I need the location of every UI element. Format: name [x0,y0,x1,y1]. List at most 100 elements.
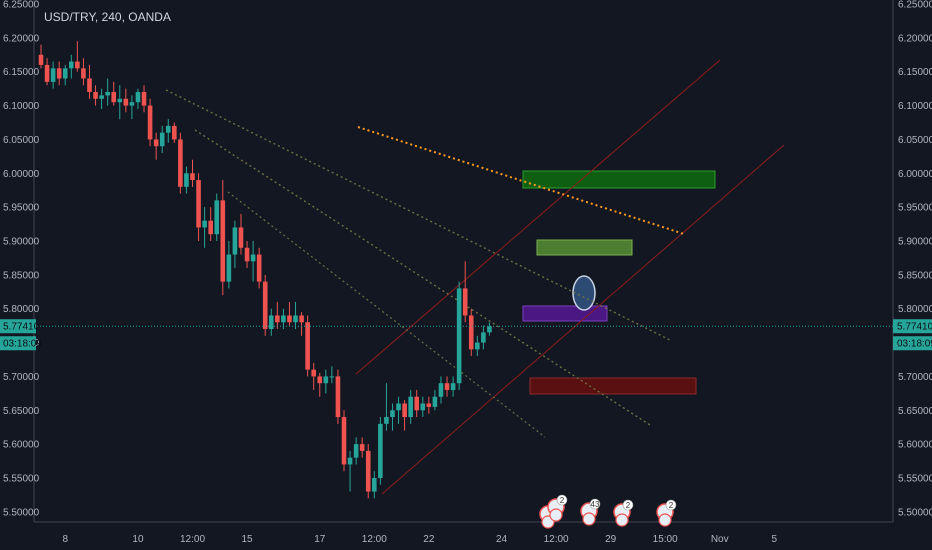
candle[interactable] [299,312,304,336]
time-scale[interactable]: 8 10 12:00 15 17 12:00 22 24 12:00 29 15:00 Nov 5 [62,534,777,545]
entry-zone-purple[interactable] [522,305,608,322]
candle[interactable] [341,410,347,472]
candle[interactable] [153,132,159,160]
candle[interactable] [262,274,268,336]
candle[interactable] [408,389,413,424]
trendline-orange-dotted[interactable] [357,126,685,235]
candle[interactable] [396,396,401,424]
right-price-scale[interactable]: 6.25000 6.20000 6.15000 6.10000 6.05000 6.000… [898,0,932,518]
candle[interactable] [87,64,92,99]
candle[interactable] [111,81,117,106]
candle[interactable] [268,308,274,336]
candle[interactable] [353,437,359,465]
y-tick-label: 6.05000 [3,135,40,146]
drawings-layer[interactable] [165,59,785,495]
trendline-upper-dotted[interactable] [165,89,671,341]
candle[interactable] [81,58,86,86]
candle[interactable] [141,85,147,113]
candle[interactable] [444,376,450,397]
candle[interactable] [372,471,377,499]
candle[interactable] [287,301,292,326]
event-badge[interactable]: 2 [656,499,677,527]
candle[interactable] [208,207,213,241]
target-zone-green[interactable] [522,170,716,189]
candle[interactable] [226,240,232,289]
candle[interactable] [329,366,335,384]
candle[interactable] [75,41,80,72]
candle[interactable] [159,125,165,153]
event-badges[interactable]: 2724322 [539,494,677,529]
target-zone-lightgreen[interactable] [536,239,633,256]
candle[interactable] [129,95,135,120]
candle[interactable] [293,301,298,330]
candle[interactable] [184,166,189,194]
candle[interactable] [38,44,44,69]
candle[interactable] [232,220,238,269]
channel-upper-line[interactable] [355,59,721,375]
candle[interactable] [135,88,141,109]
candle[interactable] [105,78,110,106]
channel-lower-line[interactable] [381,144,785,495]
candle[interactable] [359,437,365,458]
candle[interactable] [44,58,50,86]
candle[interactable] [384,383,389,431]
candle[interactable] [481,325,486,350]
candle[interactable] [202,207,207,248]
candle[interactable] [426,396,432,414]
candle[interactable] [238,213,244,255]
candle[interactable] [123,88,129,113]
candle-body [56,68,62,79]
candle[interactable] [475,335,480,357]
candle[interactable] [214,193,220,241]
highlight-ellipse[interactable] [572,275,596,311]
candle[interactable] [275,301,280,330]
candle[interactable] [281,308,286,330]
candle[interactable] [56,61,62,86]
trendline-middle-dotted[interactable] [194,129,651,426]
candle[interactable] [335,369,341,424]
candle[interactable] [190,159,195,187]
candle[interactable] [256,247,262,289]
candle[interactable] [438,376,444,404]
candle[interactable] [93,85,98,106]
candle[interactable] [99,88,104,109]
candle[interactable] [402,400,407,431]
candle[interactable] [450,376,456,397]
candle[interactable] [172,122,177,143]
candle[interactable] [196,173,201,241]
candle[interactable] [220,180,226,296]
trendline-lower-dotted[interactable] [227,191,546,438]
event-badge[interactable]: 2 [547,494,568,522]
candle[interactable] [178,132,183,194]
candle[interactable] [323,369,329,394]
stop-zone-red[interactable] [529,377,697,395]
candle[interactable] [69,54,74,79]
candles-series[interactable] [38,41,492,499]
candle[interactable] [390,403,395,431]
candle[interactable] [317,373,323,397]
event-badge[interactable]: 43 [580,498,601,526]
candle[interactable] [468,308,474,357]
candle[interactable] [311,362,316,390]
candle[interactable] [347,450,353,492]
candle-body [208,220,213,235]
candle[interactable] [432,389,438,411]
candle[interactable] [165,119,171,143]
candle[interactable] [414,389,420,418]
event-badge[interactable]: 2 [613,499,634,527]
candle[interactable] [456,281,462,390]
candle[interactable] [378,417,383,485]
candle[interactable] [117,85,123,120]
y-tick-label: 5.85000 [898,270,932,281]
candle[interactable] [250,240,256,282]
candle[interactable] [62,64,68,86]
candle[interactable] [487,322,492,336]
candle[interactable] [365,444,371,499]
candle[interactable] [462,261,468,323]
candle[interactable] [420,396,426,418]
candle[interactable] [147,98,153,147]
candle[interactable] [50,61,56,89]
candle[interactable] [305,315,310,377]
candle[interactable] [244,240,250,269]
